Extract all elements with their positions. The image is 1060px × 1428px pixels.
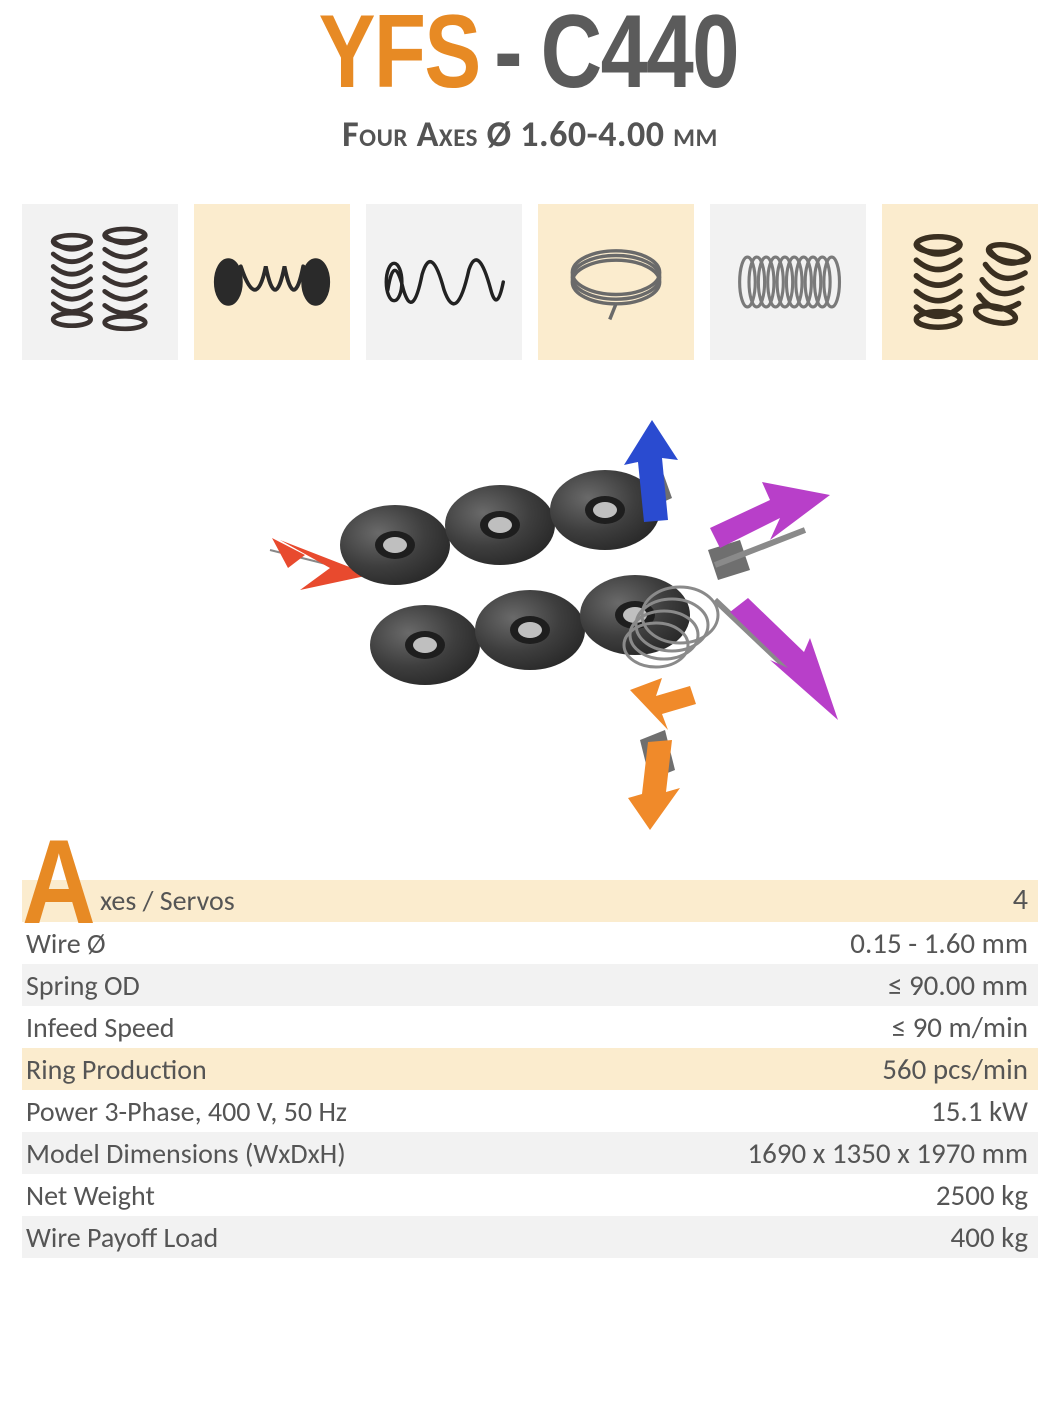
spec-label: Infeed Speed (26, 1007, 175, 1049)
thumb-cylindrical-coil (710, 204, 866, 360)
spec-row: Model Dimensions (WxDxH) 1690 x 1350 x 1… (22, 1132, 1038, 1174)
spring-icon (22, 204, 178, 360)
spec-label: Spring OD (26, 965, 140, 1007)
spec-value: ≤ 90 m/min (892, 1006, 1028, 1048)
thumb-conical-spring (194, 204, 350, 360)
spec-value: 1690 x 1350 x 1970 mm (747, 1132, 1028, 1174)
spec-row: Net Weight 2500 kg (22, 1174, 1038, 1216)
spec-header-value: 4 (1013, 881, 1028, 918)
spec-row: Ring Production 560 pcs/min (22, 1048, 1038, 1090)
subtitle: Four Axes Ø 1.60-4.00 mm (22, 112, 1038, 156)
thumb-compression-springs (22, 204, 178, 360)
spec-label: Model Dimensions (WxDxH) (26, 1133, 346, 1175)
spec-value: 0.15 - 1.60 mm (850, 922, 1028, 964)
spec-row: Power 3-Phase, 400 V, 50 Hz 15.1 kW (22, 1090, 1038, 1132)
title-dash: - (494, 0, 522, 104)
spec-table: A xes / Servos 4 Wire Ø 0.15 - 1.60 mm S… (22, 880, 1038, 1258)
spec-value: 15.1 kW (931, 1090, 1028, 1132)
title-brand: YFS (318, 0, 479, 104)
spec-header-label: xes / Servos (100, 883, 235, 918)
spec-label: Wire Payoff Load (26, 1217, 218, 1259)
spec-row: Spring OD ≤ 90.00 mm (22, 964, 1038, 1006)
spec-value: 560 pcs/min (882, 1048, 1028, 1090)
spec-value: 2500 kg (936, 1174, 1028, 1216)
spec-header-row: A xes / Servos 4 (22, 880, 1038, 922)
spring-icon (882, 204, 1038, 360)
spec-value: ≤ 90.00 mm (888, 964, 1028, 1006)
spring-icon (194, 204, 350, 360)
hero-diagram (22, 390, 1038, 870)
spring-icon (710, 204, 866, 360)
spec-label: Net Weight (26, 1175, 155, 1217)
spec-value: 400 kg (951, 1216, 1028, 1258)
thumbnail-row (22, 204, 1038, 360)
spec-label: Power 3-Phase, 400 V, 50 Hz (26, 1091, 347, 1133)
spec-label: Ring Production (26, 1049, 207, 1091)
spec-row: Wire Ø 0.15 - 1.60 mm (22, 922, 1038, 964)
spec-row: Wire Payoff Load 400 kg (22, 1216, 1038, 1258)
machine-axes-icon (210, 400, 850, 860)
page-title: YFS - C440 (22, 0, 1038, 104)
spec-header-letter: A (22, 840, 96, 924)
title-model: C440 (540, 0, 737, 104)
spec-row: Infeed Speed ≤ 90 m/min (22, 1006, 1038, 1048)
spring-icon (538, 204, 694, 360)
thumb-torsion-ring (538, 204, 694, 360)
thumb-heavy-springs (882, 204, 1038, 360)
spring-icon (366, 204, 522, 360)
thumb-open-coil (366, 204, 522, 360)
